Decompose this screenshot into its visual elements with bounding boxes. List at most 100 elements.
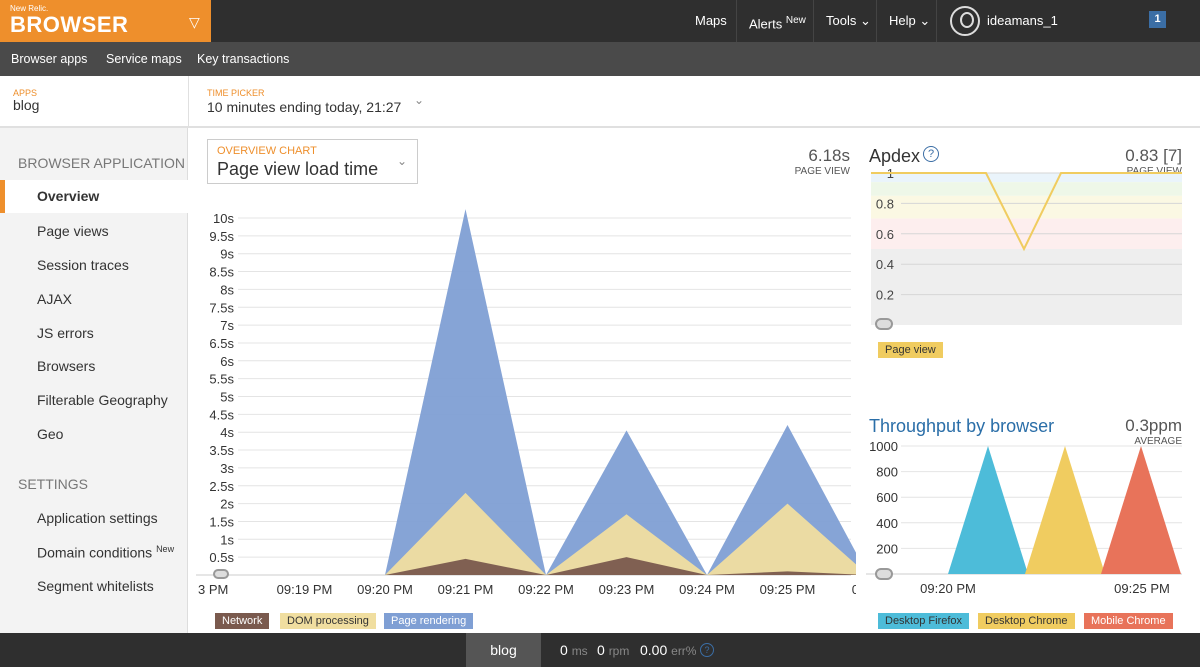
overview-metric-label: PAGE VIEW [794, 166, 850, 177]
y-tick-label: 0.5s [209, 550, 234, 565]
chevron-down-icon: ⌄ [919, 13, 931, 28]
footer-ms-value: 0 [560, 642, 568, 658]
subnav-browser-apps[interactable]: Browser apps [11, 52, 88, 66]
notification-badge[interactable]: 1 [1149, 11, 1166, 28]
y-tick-label: 0.2 [876, 288, 894, 303]
chart-scroll-handle [875, 568, 893, 580]
sidebar-item-label: Overview [37, 188, 100, 204]
sidebar-item-domain-conditions[interactable]: Domain conditions New [37, 544, 174, 561]
y-tick-label: 8s [220, 282, 234, 297]
apdex-band [871, 195, 1182, 219]
legend-mobile-chrome[interactable]: Mobile Chrome [1084, 613, 1173, 629]
y-tick-label: 7.5s [209, 300, 234, 315]
legend-dom-processing[interactable]: DOM processing [280, 613, 376, 629]
chevron-down-icon: ⌄ [396, 154, 407, 168]
footer-rpm-unit: rpm [608, 644, 630, 658]
x-tick-label: 09:25 PM [760, 582, 816, 597]
legend-page-rendering[interactable]: Page rendering [384, 613, 474, 629]
footer-ms: 0 ms [560, 633, 588, 667]
y-tick-label: 1.5s [209, 514, 234, 529]
y-tick-label: 3s [220, 461, 234, 476]
apdex-title: Apdex [869, 146, 921, 166]
nav-help[interactable]: Help ⌄ [876, 0, 930, 42]
apdex-line [871, 172, 1182, 252]
sidebar-item-overview[interactable]: Overview [0, 180, 188, 213]
help-icon[interactable]: ? [923, 146, 939, 162]
footer-rpm: 0 rpm [597, 633, 629, 667]
nav-alerts[interactable]: Alerts New [736, 0, 806, 42]
chart-scroll-handle[interactable] [213, 569, 229, 579]
apdex-band [871, 173, 1182, 183]
legend-desktop-firefox[interactable]: Desktop Firefox [878, 613, 970, 629]
user-name[interactable]: ideamans_1 [987, 13, 1058, 28]
time-picker-label: TIME PICKER [207, 88, 265, 98]
footer-err-unit: err% [671, 644, 697, 658]
page-rendering-area [224, 209, 856, 575]
sidebar-item-browsers[interactable]: Browsers [37, 358, 96, 374]
legend-network[interactable]: Network [215, 613, 270, 629]
sub-nav: Browser apps Service maps Key transactio… [0, 42, 1200, 76]
footer-app[interactable]: blog [466, 633, 541, 667]
user-avatar-icon[interactable] [950, 6, 980, 36]
nav-alerts-badge: New [785, 15, 806, 26]
apdex-chart: 0.20.40.60.81 [871, 166, 1182, 330]
throughput-metric-value: 0.3ppm [1125, 416, 1182, 435]
sidebar-item-label: Domain conditions [37, 544, 153, 561]
nav-maps[interactable]: Maps [695, 13, 727, 28]
footer-err-value: 0.00 [640, 642, 668, 658]
desktop-chrome-area [1025, 446, 1105, 574]
apdex-metric-value: 0.83 [7] [1125, 146, 1182, 165]
y-tick-label: 0.4 [876, 257, 894, 272]
sidebar-item-application-settings[interactable]: Application settings [37, 510, 158, 526]
sidebar-item-geo[interactable]: Geo [37, 426, 64, 442]
x-tick-label: 09:19 PM [277, 582, 333, 597]
y-tick-label: 2.5s [209, 479, 234, 494]
chevron-down-icon[interactable]: ⌄ [414, 93, 425, 107]
time-picker[interactable]: 10 minutes ending today, 21:27 [207, 99, 402, 115]
x-tick-label: 09:24 PM [679, 582, 735, 597]
sidebar-section-browser: BROWSER APPLICATION [18, 155, 185, 171]
y-tick-label: 200 [876, 541, 898, 556]
apps-label: APPS [13, 88, 38, 98]
y-tick-label: 5s [220, 390, 234, 405]
context-divider [188, 76, 189, 128]
x-tick-label: 09:20 PM [920, 581, 976, 596]
y-tick-label: 9s [220, 247, 234, 262]
subnav-key-transactions[interactable]: Key transactions [197, 52, 290, 66]
brand-menu[interactable]: New Relic. BROWSER ▽ [0, 0, 211, 42]
brand-name: BROWSER [10, 12, 129, 37]
sidebar-item-js-errors[interactable]: JS errors [37, 325, 94, 341]
y-tick-label: 400 [876, 516, 898, 531]
throughput-metric: 0.3ppm AVERAGE [1080, 416, 1182, 447]
sidebar-section-settings: SETTINGS [18, 476, 89, 492]
dom-processing-area [224, 492, 856, 575]
apdex-band [871, 182, 1182, 196]
sidebar-item-page-views[interactable]: Page views [37, 223, 109, 239]
x-tick-label: 09:26 [852, 582, 856, 597]
apdex-band [871, 249, 1182, 325]
sidebar-item-filterable-geography[interactable]: Filterable Geography [37, 392, 168, 408]
sidebar-item-ajax[interactable]: AJAX [37, 291, 73, 307]
legend-page-view[interactable]: Page view [878, 342, 943, 358]
overview-metric-value: 6.18s [808, 146, 850, 165]
apdex-metric-label: PAGE VIEW [1126, 166, 1182, 177]
overview-chart-select[interactable]: OVERVIEW CHART Page view load time ⌄ [207, 139, 418, 184]
chevron-down-icon[interactable]: ▽ [189, 14, 200, 30]
y-tick-label: 0.8 [876, 196, 894, 211]
sidebar-item-session-traces[interactable]: Session traces [37, 257, 129, 273]
new-badge: New [156, 544, 175, 554]
desktop-firefox-area [948, 446, 1028, 574]
y-tick-label: 4.5s [209, 407, 234, 422]
legend-desktop-chrome[interactable]: Desktop Chrome [978, 613, 1075, 629]
y-tick-label: 0.6 [876, 227, 894, 242]
sidebar-item-segment-whitelists[interactable]: Segment whitelists [37, 578, 154, 594]
help-icon[interactable]: ? [700, 643, 714, 657]
subnav-service-maps[interactable]: Service maps [106, 52, 182, 66]
nav-tools[interactable]: Tools ⌄ [813, 0, 871, 42]
y-tick-label: 6.5s [209, 336, 234, 351]
apps-selector[interactable]: blog [13, 97, 40, 113]
footer-ms-unit: ms [571, 644, 588, 658]
top-bar: New Relic. BROWSER ▽ Maps Alerts New Too… [0, 0, 1200, 42]
context-bar: APPS blog TIME PICKER 10 minutes ending … [0, 76, 1200, 128]
y-tick-label: 8.5s [209, 265, 234, 280]
